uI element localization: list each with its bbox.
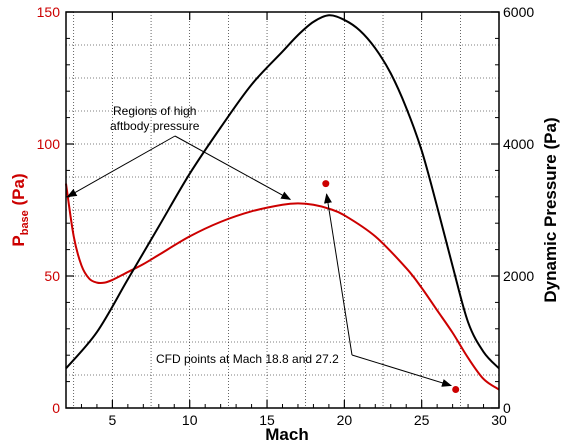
grid-lines (66, 12, 499, 408)
y-right-tick-label: 0 (503, 400, 511, 416)
x-tick-label: 30 (491, 412, 507, 428)
series-line-dynamic-pressure (65, 14, 500, 370)
x-tick-label: 15 (259, 412, 275, 428)
y-axis-right-title: Dynamic Pressure (Pa) (541, 117, 560, 302)
x-tick-label: 10 (182, 412, 198, 428)
y-right-tick-label: 4000 (503, 136, 534, 152)
y-axis-left-title-tail: (Pa) (9, 173, 28, 210)
annotation-high-pressure-line2: aftbody pressure (110, 119, 200, 133)
annotation-arrow (174, 135, 292, 200)
y-axis-left-title: Pbase (Pa) (9, 173, 31, 246)
y-left-tick-label: 50 (44, 268, 60, 284)
y-right-tick-label: 2000 (503, 268, 534, 284)
x-tick-label: 25 (414, 412, 430, 428)
y-right-tick-label: 6000 (503, 4, 534, 20)
y-axis-left-title-main: P (9, 235, 28, 246)
y-left-tick-label: 0 (52, 400, 60, 416)
annotation-high-pressure-line1: Regions of high (113, 104, 196, 118)
y-left-tick-label: 100 (37, 136, 61, 152)
annotation-arrow (66, 135, 176, 198)
y-left-tick-label: 150 (37, 4, 61, 20)
y-axis-left-title-sub: base (19, 210, 31, 235)
annotation-cfd-points: CFD points at Mach 18.8 and 27.2 (156, 352, 339, 366)
cfd-point (322, 180, 330, 188)
x-tick-label: 20 (337, 412, 353, 428)
cfd-point (452, 386, 460, 394)
series-line-base-pressure (65, 183, 500, 391)
x-tick-label: 5 (108, 412, 116, 428)
annotation-arrow (324, 193, 353, 356)
annotation-layer: Regions of high aftbody pressure CFD poi… (66, 104, 453, 387)
annotation-arrow (351, 354, 453, 387)
series-layer (65, 14, 500, 394)
x-axis-title: Mach (265, 425, 308, 444)
